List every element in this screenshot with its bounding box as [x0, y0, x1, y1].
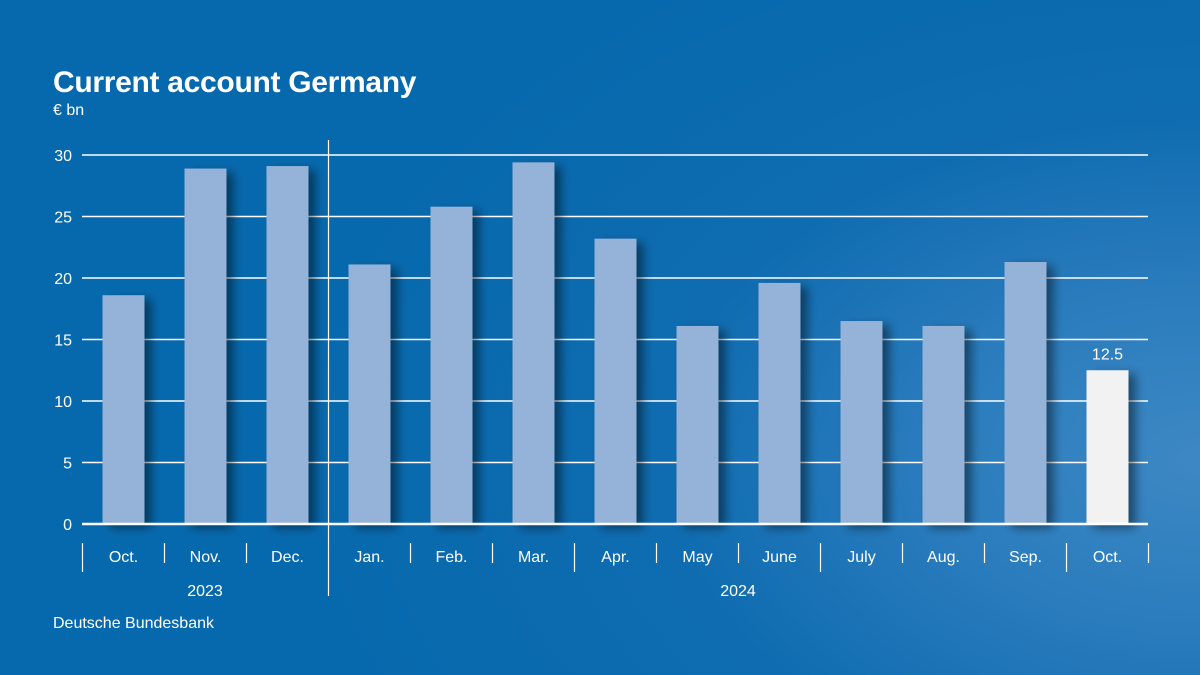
x-tick-label: Apr. [601, 549, 629, 566]
y-tick-label: 30 [54, 148, 72, 165]
bar [1086, 370, 1129, 524]
y-tick-label: 20 [54, 271, 72, 288]
x-tick-label: Feb. [435, 549, 467, 566]
x-tick-label: Dec. [271, 549, 304, 566]
x-tick-label: May [682, 549, 712, 566]
bars [102, 162, 1129, 524]
unit-label: € bn [53, 102, 85, 119]
bar [266, 166, 309, 524]
labels: 0 5 10 15 20 25 30 12.5 Oct. Nov. Dec. Jan. Feb. Mar.… [54, 148, 1123, 600]
x-tick-label: Mar. [518, 549, 549, 566]
bar [676, 325, 719, 524]
data-label: 12.5 [1092, 346, 1123, 363]
axes [81, 140, 1150, 596]
y-tick-label: 0 [63, 517, 72, 534]
y-tick-label: 15 [54, 333, 72, 350]
bar [594, 238, 637, 524]
bar [922, 325, 965, 524]
year-label: 2023 [187, 583, 223, 600]
x-tick-label: Nov. [190, 549, 222, 566]
bar [102, 295, 145, 524]
bar [184, 168, 227, 524]
x-tick-label: Oct. [109, 549, 138, 566]
x-tick-label: Aug. [927, 549, 960, 566]
x-tick-label: Oct. [1093, 549, 1122, 566]
x-tick-label: June [762, 549, 797, 566]
y-tick-label: 25 [54, 210, 72, 227]
x-tick-label: Sep. [1009, 549, 1042, 566]
bar [758, 282, 801, 524]
y-tick-label: 10 [54, 394, 72, 411]
y-tick-label: 5 [63, 456, 72, 473]
year-label: 2024 [720, 583, 756, 600]
bar [512, 162, 555, 524]
bar [348, 264, 391, 524]
source-label: Deutsche Bundesbank [53, 615, 214, 632]
x-tick-label: July [847, 549, 875, 566]
bar [840, 321, 883, 524]
bar [1004, 262, 1047, 524]
chart-title: Current account Germany [53, 66, 417, 99]
x-tick-label: Jan. [354, 549, 384, 566]
bar [430, 206, 473, 524]
